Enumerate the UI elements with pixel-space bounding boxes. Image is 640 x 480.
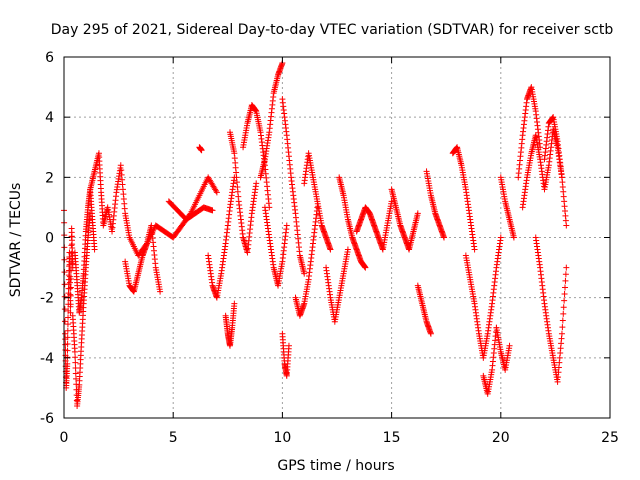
data-point xyxy=(362,264,369,271)
data-point xyxy=(344,246,351,253)
data-point xyxy=(67,309,74,316)
data-point xyxy=(213,189,220,196)
data-point xyxy=(427,330,434,337)
x-axis-label: GPS time / hours xyxy=(277,458,394,474)
data-point xyxy=(471,246,478,253)
data-point xyxy=(73,381,80,388)
axis-tick-labels: 0 5 10 15 20 25 -6 -4 -2 0 2 4 6 xyxy=(40,50,619,446)
x-tick-label: 10 xyxy=(273,430,291,446)
y-tick-label: -6 xyxy=(40,411,54,427)
y-tick-label: -2 xyxy=(40,291,54,307)
data-point xyxy=(61,318,68,325)
data-point xyxy=(68,267,75,274)
x-tick-label: 20 xyxy=(492,430,510,446)
y-tick-label: 2 xyxy=(45,170,54,186)
data-point xyxy=(414,210,421,217)
data-point xyxy=(72,354,79,361)
x-tick-label: 25 xyxy=(601,430,619,446)
grid-layer xyxy=(64,57,610,418)
y-tick-label: 4 xyxy=(45,110,54,126)
data-point xyxy=(506,342,513,349)
data-point xyxy=(67,301,74,308)
data-point xyxy=(562,271,569,278)
data-point xyxy=(560,304,567,311)
data-point xyxy=(510,234,517,241)
y-axis-label: SDTVAR / TECUs xyxy=(8,183,24,298)
data-point xyxy=(198,147,205,154)
data-point xyxy=(65,314,72,321)
data-point xyxy=(91,246,98,253)
data-point xyxy=(559,317,566,324)
data-point xyxy=(64,354,71,361)
data-point xyxy=(563,222,570,229)
data-point xyxy=(560,310,567,317)
data-point xyxy=(61,293,68,300)
data-point xyxy=(67,279,74,286)
data-point xyxy=(561,291,568,298)
data-point xyxy=(301,270,308,277)
data-point xyxy=(562,284,569,291)
data-point xyxy=(253,180,260,187)
axis-ticks xyxy=(63,56,611,419)
y-tick-label: -4 xyxy=(40,351,54,367)
data-point xyxy=(64,334,71,341)
x-tick-label: 15 xyxy=(383,430,401,446)
data-point xyxy=(388,198,395,205)
data-points xyxy=(61,60,570,409)
data-point xyxy=(61,269,68,276)
data-point xyxy=(285,342,292,349)
data-point xyxy=(143,241,150,248)
data-point xyxy=(64,340,71,347)
data-point xyxy=(327,246,334,253)
data-point xyxy=(68,242,75,249)
data-point xyxy=(67,276,74,283)
data-point xyxy=(72,359,79,366)
data-point xyxy=(72,370,79,377)
data-point xyxy=(64,327,71,334)
data-point xyxy=(559,324,566,331)
data-point xyxy=(157,288,164,295)
data-point xyxy=(61,306,68,313)
data-point xyxy=(67,291,74,298)
data-point xyxy=(283,222,290,229)
data-point xyxy=(563,264,570,271)
data-point xyxy=(558,330,565,337)
data-point xyxy=(73,375,80,382)
chart-title: Day 295 of 2021, Sidereal Day-to-day VTE… xyxy=(51,22,614,38)
y-tick-label: 0 xyxy=(45,231,54,247)
data-point xyxy=(64,321,71,328)
data-point xyxy=(71,348,78,355)
x-tick-label: 5 xyxy=(169,430,178,446)
data-point xyxy=(231,300,238,307)
data-point xyxy=(67,284,74,291)
data-point xyxy=(497,234,504,241)
data-point xyxy=(66,255,73,262)
x-tick-label: 0 xyxy=(60,430,69,446)
data-point xyxy=(64,360,71,367)
data-point xyxy=(67,292,74,299)
data-point xyxy=(561,297,568,304)
data-point xyxy=(562,277,569,284)
data-point xyxy=(64,347,71,354)
y-tick-label: 6 xyxy=(45,50,54,66)
data-point xyxy=(67,285,74,292)
data-point xyxy=(62,330,69,337)
data-point xyxy=(441,234,448,241)
data-point xyxy=(209,207,216,214)
